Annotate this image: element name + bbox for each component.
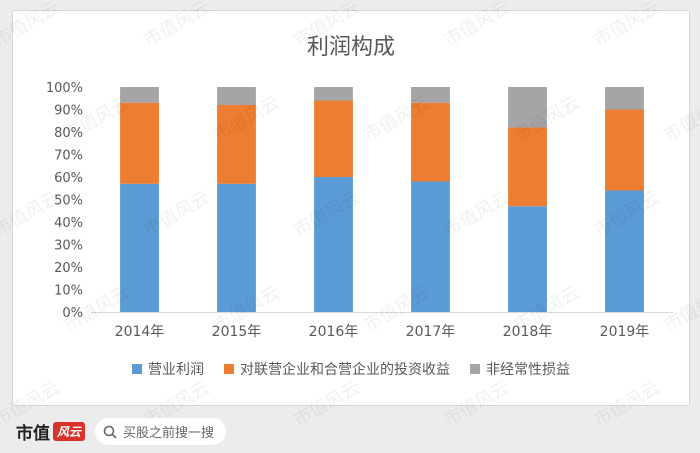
legend-label: 营业利润 <box>148 362 204 378</box>
bar-segment <box>605 190 644 312</box>
chart-plot: 0% 10% 20% 30% 40% 50% 60% 70% 80% 90% 100% 2014年 20… <box>46 81 673 340</box>
bar-segment <box>217 87 256 105</box>
legend-swatch <box>224 364 234 374</box>
bar-segment <box>605 109 644 191</box>
x-tick-label: 2015年 <box>212 324 262 340</box>
legend-item: 非经常性损益 <box>470 359 570 379</box>
y-tick-label: 10% <box>54 284 83 299</box>
bar-segment <box>120 183 159 312</box>
y-tick-label: 70% <box>54 149 83 164</box>
chart-legend: 营业利润 对联营企业和合营企业的投资收益 非经常性损益 <box>13 359 689 379</box>
bar-segment <box>217 183 256 312</box>
x-tick-label: 2014年 <box>115 324 165 340</box>
bar-segment <box>508 87 547 128</box>
legend-swatch <box>470 364 480 374</box>
x-tick-label: 2016年 <box>309 324 359 340</box>
y-tick-label: 90% <box>54 104 83 119</box>
y-tick-label: 80% <box>54 126 83 141</box>
bar-segment <box>314 100 353 177</box>
legend-label: 非经常性损益 <box>486 362 570 378</box>
bar-segment <box>120 87 159 103</box>
bar-segment <box>411 87 450 103</box>
search-icon <box>103 425 117 439</box>
chart-card: 利润构成 0% 10% 20% 30% 40% 50% 60% 70% 80% 90% 100% 20… <box>12 10 690 406</box>
bar-segment <box>508 127 547 207</box>
legend-item: 对联营企业和合营企业的投资收益 <box>224 359 450 379</box>
y-tick-label: 100% <box>46 81 83 96</box>
x-tick-label: 2019年 <box>600 324 650 340</box>
legend-label: 对联营企业和合营企业的投资收益 <box>240 362 450 378</box>
bar-segment <box>605 87 644 110</box>
legend-item: 营业利润 <box>132 359 204 379</box>
bar-segment <box>411 181 450 312</box>
bar-segment <box>217 105 256 184</box>
x-tick-label: 2017年 <box>406 324 456 340</box>
x-tick-label: 2018年 <box>503 324 553 340</box>
brand-badge: 风云 <box>53 422 86 441</box>
bar-segment <box>120 102 159 184</box>
bar-segment <box>411 102 450 182</box>
y-tick-label: 40% <box>54 216 83 231</box>
bar-segment <box>314 177 353 312</box>
bar-segment <box>314 87 353 101</box>
search-bar[interactable]: 买股之前搜一搜 <box>95 418 227 445</box>
y-tick-label: 0% <box>62 306 83 321</box>
y-tick-label: 20% <box>54 261 83 276</box>
search-placeholder: 买股之前搜一搜 <box>123 426 215 441</box>
legend-swatch <box>132 364 142 374</box>
footer-bar: 市值 风云 买股之前搜一搜 <box>0 410 700 453</box>
y-tick-label: 60% <box>54 171 83 186</box>
bar-segment <box>508 206 547 312</box>
y-tick-label: 50% <box>54 194 83 209</box>
brand-logo: 市值 风云 <box>16 419 86 444</box>
y-tick-label: 30% <box>54 239 83 254</box>
chart-title: 利润构成 <box>306 35 395 60</box>
brand-name: 市值 <box>16 424 50 444</box>
